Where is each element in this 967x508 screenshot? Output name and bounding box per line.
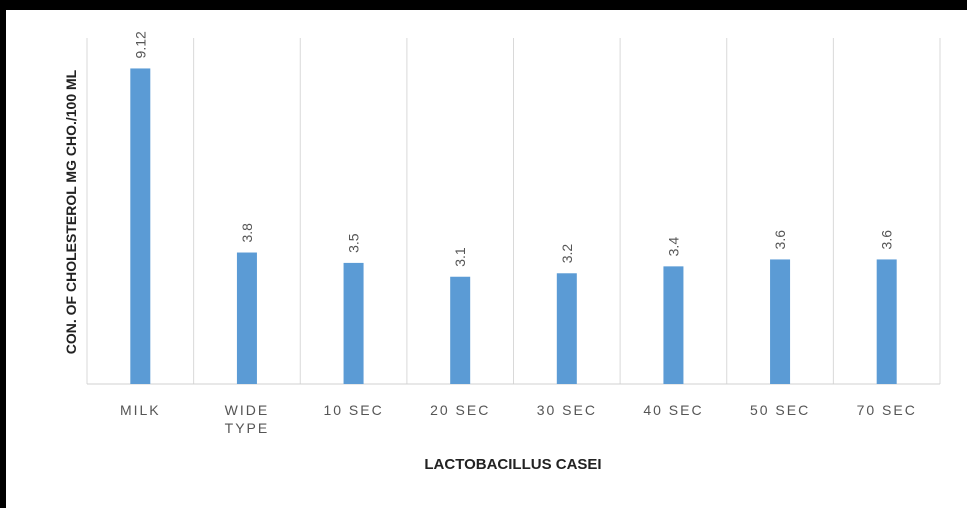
data-label: 3.2 — [559, 244, 575, 264]
data-labels: 9.12 3.8 3.5 3.1 3.2 3.4 3.6 3.6 — [132, 31, 894, 267]
x-tick-label: WIDE — [225, 402, 270, 418]
bar — [876, 259, 897, 384]
data-label: 3.6 — [879, 230, 895, 250]
x-tick-label: 50 SEC — [750, 402, 810, 418]
x-tick-label: 30 SEC — [537, 402, 597, 418]
x-tick-label: TYPE — [225, 420, 270, 436]
category-gridlines — [86, 38, 941, 384]
bar — [663, 266, 684, 384]
x-tick-label: 10 SEC — [323, 402, 383, 418]
bars — [130, 68, 897, 384]
x-tick-labels: MILK WIDE TYPE 10 SEC 20 SEC 30 SEC 40 SEC 50 S… — [120, 402, 917, 436]
bar — [236, 252, 257, 384]
bar — [556, 273, 577, 384]
data-label: 3.8 — [239, 223, 255, 243]
bar — [343, 262, 364, 384]
data-label: 3.1 — [452, 247, 468, 267]
data-label: 3.4 — [665, 237, 681, 257]
x-tick-label: MILK — [120, 402, 161, 418]
x-tick-label: 20 SEC — [430, 402, 490, 418]
x-tick-label: 70 SEC — [857, 402, 917, 418]
bar — [450, 276, 471, 384]
x-axis-title: LACTOBACILLUS CASEI — [424, 456, 601, 473]
data-label: 3.6 — [772, 230, 788, 250]
y-axis-title: CON. OF CHOLESTEROL MG CHO./100 ML — [63, 69, 79, 354]
bar — [130, 68, 151, 384]
bar — [770, 259, 791, 384]
data-label: 3.5 — [346, 233, 362, 253]
data-label: 9.12 — [132, 31, 148, 58]
x-tick-label: 40 SEC — [643, 402, 703, 418]
